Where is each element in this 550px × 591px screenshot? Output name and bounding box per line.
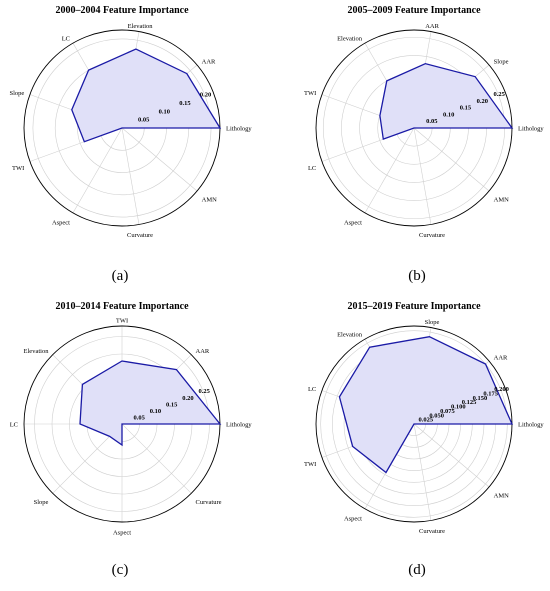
- category-label: AMN: [494, 196, 509, 203]
- category-label: Curvature: [419, 232, 445, 239]
- radial-tick-label: 0.100: [451, 404, 466, 411]
- category-label: LC: [308, 165, 316, 172]
- category-label: AAR: [494, 355, 508, 362]
- category-label: Curvature: [196, 499, 222, 506]
- radar-chart-b: 2005–2009 Feature Importance 0.05 0.10 0.15…: [304, 5, 544, 239]
- category-label: Elevation: [24, 348, 50, 355]
- category-label: Elevation: [337, 331, 363, 338]
- category-label: Aspect: [344, 516, 362, 523]
- category-label: Elevation: [337, 35, 363, 42]
- radial-tick-label: 0.25: [198, 388, 210, 395]
- radial-tick-label: 0.05: [426, 118, 438, 125]
- category-label: Aspect: [52, 220, 70, 227]
- category-label: Aspect: [344, 220, 362, 227]
- spoke-line: [121, 423, 192, 494]
- category-label: Curvature: [127, 232, 153, 239]
- chart-title: 2010–2014 Feature Importance: [55, 301, 189, 312]
- category-label: LC: [10, 422, 18, 429]
- radial-tick-label: 0.20: [182, 395, 193, 402]
- radial-tick-label: 0.150: [473, 395, 488, 402]
- spoke-line: [413, 423, 432, 521]
- category-label: Slope: [34, 499, 49, 506]
- radial-tick-label: 0.15: [460, 105, 472, 112]
- radial-tick-label: 0.175: [483, 390, 498, 397]
- radial-tick-label: 0.10: [443, 111, 454, 118]
- radar-chart-d: 2015–2019 Feature Importance0.0250.0500.…: [304, 301, 544, 535]
- category-label: Aspect: [113, 530, 131, 537]
- spoke-line: [413, 127, 490, 192]
- spoke-line: [121, 127, 140, 225]
- radial-tick-label: 0.25: [493, 91, 505, 98]
- category-label: TWI: [304, 461, 316, 468]
- panel-label-c: (c): [111, 562, 129, 578]
- category-label: Elevation: [128, 23, 154, 30]
- spoke-line: [121, 127, 198, 192]
- chart-panel-a: 2000–2004 Feature Importance 0.05 0.10 0.15…: [0, 0, 275, 295]
- radar-chart-c: 2010–2014 Feature Importance 0.05 0.10 0.15…: [10, 301, 253, 537]
- radial-tick-label: 0.075: [440, 408, 455, 415]
- chart-panel-d: 2015–2019 Feature Importance 0.025 0.050 0.…: [275, 296, 550, 591]
- radial-tick-label: 0.10: [159, 108, 170, 115]
- radar-chart-a: 2000–2004 Feature Importance 0.05 0.10 0.15…: [9, 5, 252, 239]
- chart-title: 2015–2019 Feature Importance: [347, 301, 481, 312]
- category-label: AAR: [196, 348, 210, 355]
- category-label: AAR: [202, 59, 216, 66]
- category-label: Slope: [9, 90, 24, 97]
- radial-tick-label: 0.20: [200, 92, 211, 99]
- radial-tick-label: 0.15: [179, 100, 191, 107]
- spoke-line: [413, 127, 432, 225]
- spoke-line: [364, 127, 415, 214]
- category-label: TWI: [116, 318, 128, 325]
- category-label: Lithology: [518, 422, 544, 429]
- category-label: Curvature: [419, 528, 445, 535]
- panel-label-a: (a): [111, 268, 129, 284]
- chart-panel-b: 2005–2009 Feature Importance 0.05 0.10 0.15…: [275, 0, 550, 295]
- radial-tick-label: 0.10: [150, 408, 161, 415]
- category-label: AMN: [202, 196, 217, 203]
- category-label: AMN: [494, 492, 509, 499]
- series-polygon: [71, 48, 222, 143]
- category-label: Slope: [494, 59, 509, 66]
- category-label: Lithology: [226, 422, 252, 429]
- category-label: TWI: [12, 165, 24, 172]
- radial-tick-label: 0.05: [134, 414, 146, 421]
- category-label: AAR: [425, 23, 439, 30]
- spoke-line: [413, 423, 490, 488]
- radial-tick-label: 0.125: [462, 399, 477, 406]
- radial-tick-label: 0.20: [477, 98, 488, 105]
- category-label: LC: [308, 386, 316, 393]
- chart-panel-c: 2010–2014 Feature Importance 0.05 0.10 0.15…: [0, 296, 275, 591]
- radial-tick-label: 0.025: [419, 417, 434, 424]
- radial-tick-label: 0.050: [429, 412, 444, 419]
- category-label: Lithology: [226, 126, 252, 133]
- series-polygon: [79, 360, 222, 447]
- chart-title: 2000–2004 Feature Importance: [55, 5, 189, 16]
- panel-label-d: (d): [408, 562, 426, 578]
- category-label: LC: [62, 35, 70, 42]
- radial-tick-label: 0.15: [166, 401, 178, 408]
- series-polygon: [379, 62, 514, 141]
- radial-tick-label: 0.05: [138, 117, 150, 124]
- category-label: Lithology: [518, 126, 544, 133]
- chart-title: 2005–2009 Feature Importance: [347, 5, 481, 16]
- category-label: TWI: [304, 90, 316, 97]
- category-label: Slope: [425, 319, 440, 326]
- panel-label-b: (b): [408, 268, 426, 284]
- radial-tick-label: 0.200: [494, 386, 509, 393]
- spoke-line: [72, 127, 123, 214]
